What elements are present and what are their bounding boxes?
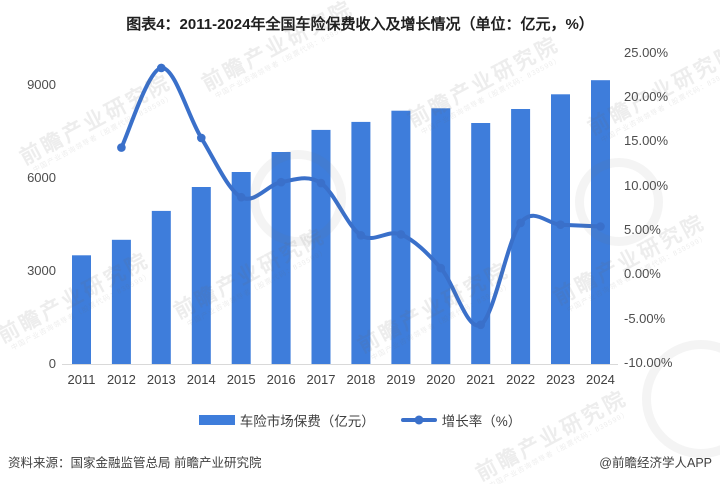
bar-2014 [191,187,211,364]
bar-2015 [231,172,251,364]
y-right-tick-20.00%: 20.00% [624,89,669,105]
y-right-tick-10.00%: 10.00% [624,177,669,193]
x-tick-2013: 2013 [146,372,176,387]
x-tick-2016: 2016 [266,372,296,387]
source-note: 资料来源：国家金融监管总局 前瞻产业研究院 [8,456,262,470]
point-2017 [316,178,326,188]
point-2021 [476,320,486,330]
bar-2022 [511,109,531,364]
legend-item-premium: 车险市场保费（亿元） [198,410,375,430]
legend: 车险市场保费（亿元） 增长率（%） [0,410,720,430]
y-left-tick-6000: 6000 [27,170,56,185]
bar-2018 [351,121,371,365]
credit-note: @前瞻经济学人APP [599,456,712,470]
bar-2016 [271,152,291,364]
point-2016 [276,177,286,187]
point-2022 [516,218,525,228]
bar-swatch-icon [198,415,235,425]
bar-2011 [72,255,91,364]
bar-2013 [151,210,171,364]
point-2018 [356,231,366,240]
x-tick-2011: 2011 [67,372,96,387]
legend-item-growth: 增长率（%） [400,410,522,430]
bar-2021 [471,123,491,364]
bar-2023 [551,94,570,365]
legend-label-growth: 增长率（%） [441,414,522,429]
x-tick-2019: 2019 [386,372,416,387]
chart-title: 图表4：2011-2024年全国车险保费收入及增长情况（单位：亿元，%） [126,16,594,33]
bar-2017 [311,129,331,364]
x-tick-2021: 2021 [466,372,496,387]
point-2019 [396,230,406,239]
x-tick-2020: 2020 [426,372,456,387]
point-2015 [236,192,246,202]
x-tick-2023: 2023 [546,372,575,387]
y-right-tick--5.00%: -5.00% [624,310,666,326]
legend-label-premium: 车险市场保费（亿元） [239,414,375,429]
point-2023 [556,220,565,229]
x-tick-2014: 2014 [186,372,216,387]
bar-2020 [431,108,451,365]
point-2013 [157,63,166,73]
y-right-tick-15.00%: 15.00% [624,133,669,149]
point-2014 [197,133,206,143]
x-tick-2015: 2015 [226,372,256,387]
footer: 资料来源：国家金融监管总局 前瞻产业研究院 @前瞻经济学人APP [8,452,712,471]
y-right-tick-5.00%: 5.00% [624,222,661,237]
x-tick-2018: 2018 [346,372,376,387]
bar-2024 [591,80,610,364]
y-right-tick-0.00%: 0.00% [624,266,661,282]
y-left-tick-0: 0 [48,356,56,371]
point-2020 [436,263,446,273]
bar-2012 [111,239,131,364]
x-tick-2012: 2012 [106,372,136,387]
x-tick-2024: 2024 [585,372,615,387]
y-right-tick-25.00%: 25.00% [624,44,669,60]
x-tick-2022: 2022 [506,372,536,387]
y-left-tick-3000: 3000 [27,263,56,278]
line-swatch-icon [400,418,437,422]
point-2012 [117,143,126,152]
point-2024 [596,222,605,231]
y-right-tick--10.00%: -10.00% [624,354,673,370]
y-left-tick-9000: 9000 [27,77,56,92]
x-tick-2017: 2017 [306,372,336,387]
